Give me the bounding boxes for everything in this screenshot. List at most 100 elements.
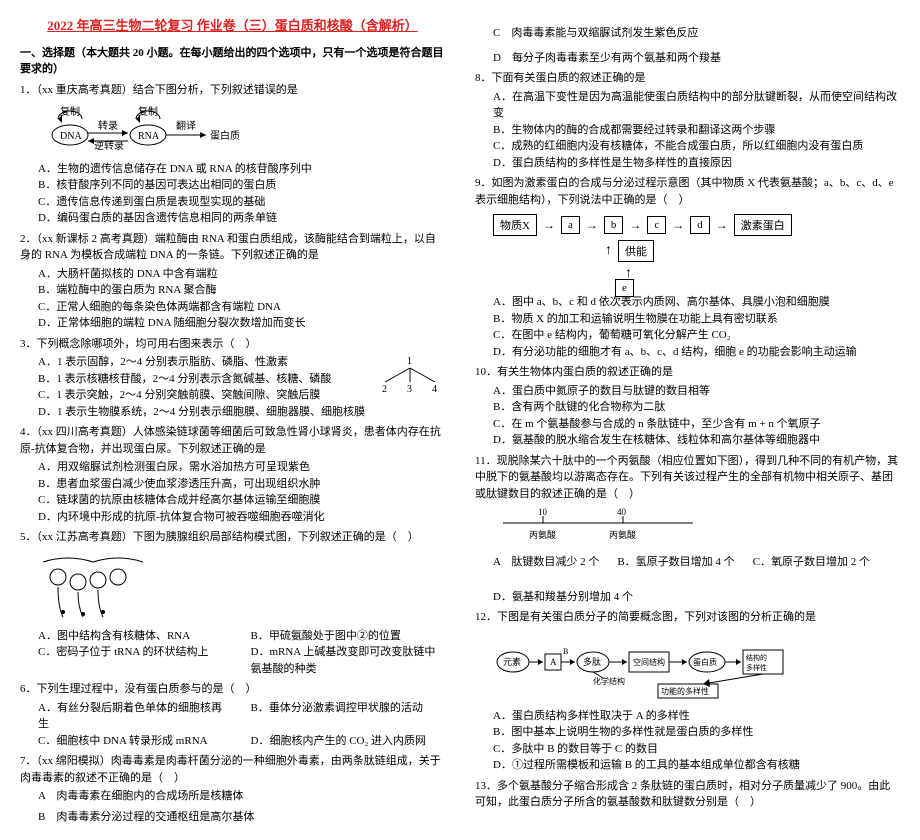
q4-stem: 4．（xx 四川高考真题）人体感染链球菌等细菌后可致急性肾小球肾炎，患者体内存在… [20, 424, 445, 457]
q3-D: D．1 表示生物膜系统，2～4 分别表示细胞膜、细胞器膜、细胞核膜 [38, 404, 375, 421]
svg-text:空间结构: 空间结构 [633, 657, 665, 667]
svg-text:4: 4 [432, 384, 437, 394]
q4-B: B．患者血浆蛋白减少使血浆渗透压升高，可出现组织水肿 [38, 476, 445, 493]
q2-A: A．大肠杆菌拟核的 DNA 中含有端粒 [38, 266, 445, 283]
svg-text:B: B [563, 647, 568, 656]
q2-B: B．端粒酶中的蛋白质为 RNA 聚合酶 [38, 282, 445, 299]
svg-text:10: 10 [538, 508, 548, 517]
svg-text:多肽: 多肽 [583, 656, 601, 667]
q9-box-d: d [690, 216, 710, 234]
q1-B: B．核苷酸序列不同的基因可表达出相同的蛋白质 [38, 177, 445, 194]
svg-text:3: 3 [407, 384, 412, 394]
q7-stem: 7．（xx 绵阳模拟）肉毒毒素是肉毒杆菌分泌的一种细胞外毒素，由两条肽链组成，关… [20, 753, 445, 786]
q9-box-gn: 供能 [618, 240, 654, 262]
svg-text:1: 1 [407, 356, 412, 367]
q12-C: C．多肽中 B 的数目等于 C 的数目 [493, 741, 900, 758]
svg-text:元素: 元素 [503, 656, 521, 667]
q5-stem: 5．（xx 江苏高考真题）下图为胰腺组织局部结构模式图，下列叙述正确的是（ ） [20, 529, 445, 546]
q11-C: C．氧原子数目增加 2 个 [753, 554, 870, 571]
q6-B: B．垂体分泌激素调控甲状腺的活动 [251, 700, 446, 733]
arrow-icon: → [586, 218, 598, 233]
svg-text:功能的多样性: 功能的多样性 [661, 686, 709, 696]
q9-diagram: 物质X → a → b → c → d → 激素蛋白 [493, 214, 900, 236]
q10-B: B．含有两个肽键的化合物称为二肽 [493, 399, 900, 416]
q1-C: C．遗传信息传递到蛋白质是表现型实现的基础 [38, 194, 445, 211]
arrow-icon: → [716, 218, 728, 233]
q9-B: B．物质 X 的加工和运输说明生物膜在功能上具有密切联系 [493, 311, 900, 328]
q9-C: C．在图中 e 结构内，葡萄糖可氧化分解产生 CO₂ [493, 327, 900, 344]
svg-text:A: A [550, 657, 557, 667]
q6-A: A．有丝分裂后期着色单体的细胞核再生 [38, 700, 233, 733]
q12-B: B．图中基本上说明生物的多样性就是蛋白质的多样性 [493, 724, 900, 741]
svg-text:结构的: 结构的 [746, 653, 767, 662]
svg-text:化学结构: 化学结构 [593, 676, 625, 686]
q11-D: D．氨基和羧基分别增加 4 个 [493, 589, 633, 606]
svg-text:RNA: RNA [138, 131, 160, 142]
svg-text:40: 40 [617, 508, 627, 517]
arrow-up-icon: ↑ [605, 243, 612, 259]
section1-head: 一、选择题（本大题共 20 小题。在每小题给出的四个选项中，只有一个选项是符合题… [20, 44, 445, 76]
q9-box-c: c [647, 216, 666, 234]
q5-diagram [38, 552, 445, 622]
q9-box-x: 物质X [493, 214, 537, 236]
q13-stem: 13．多个氨基酸分子缩合形成含 2 条肽链的蛋白质时，相对分子质量减少了 900… [475, 778, 900, 811]
q8-B: B．生物体内的酶的合成都需要经过转录和翻译这两个步骤 [493, 122, 900, 139]
q8-stem: 8．下面有关蛋白质的叙述正确的是 [475, 70, 900, 87]
q7-B: B 肉毒毒素分泌过程的交通枢纽是高尔基体 [38, 809, 445, 826]
q1-A: A．生物的遗传信息储存在 DNA 或 RNA 的核苷酸序列中 [38, 161, 445, 178]
svg-text:蛋白质: 蛋白质 [210, 129, 240, 142]
q5-B: B．甲硫氨酸处于图中②的位置 [251, 628, 446, 645]
q8-C: C．成熟的红细胞内没有核糖体，不能合成蛋白质，所以红细胞内没有蛋白质 [493, 138, 900, 155]
q7-A: A 肉毒毒素在细胞内的合成场所是核糖体 [38, 788, 445, 805]
q11-B: B．氢原子数目增加 4 个 [617, 554, 734, 571]
q1-D: D．编码蛋白质的基因含遗传信息相同的两条单链 [38, 210, 445, 227]
q10-D: D．氨基酸的脱水缩合发生在核糖体、线粒体和高尔基体等细胞器中 [493, 432, 900, 449]
q5-C: C．密码子位于 tRNA 的环状结构上 [38, 644, 233, 677]
svg-text:蛋白质: 蛋白质 [693, 657, 717, 667]
q9-D: D．有分泌功能的细胞才有 a、b、c、d 结构，细胞 e 的功能会影响主动运输 [493, 344, 900, 361]
q2-stem: 2．（xx 新课标 2 高考真题）端粒酶由 RNA 和蛋白质组成，该酶能结合到端… [20, 231, 445, 264]
q12-diagram: 元素 A B 多肽 空间结构 蛋白质 结构的 多样性 化学结构 功能的多样性 [493, 632, 900, 702]
q9-box-a: a [561, 216, 580, 234]
q11-diagram: 10 40 丙氨酸 丙氨酸 [493, 508, 900, 548]
q10-stem: 10．有关生物体内蛋白质的叙述正确的是 [475, 364, 900, 381]
q10-A: A．蛋白质中氮原子的数目与肽键的数目相等 [493, 383, 900, 400]
q7-C: C 肉毒毒素能与双缩脲试剂发生紫色反应 [493, 25, 900, 42]
q9-stem: 9．如图为激素蛋白的合成与分泌过程示意图（其中物质 X 代表氨基酸；a、b、c、… [475, 175, 900, 208]
svg-text:2: 2 [382, 384, 387, 394]
q4-D: D．内环境中形成的抗原-抗体复合物可被吞噬细胞吞噬消化 [38, 509, 445, 526]
q12-stem: 12．下图是有关蛋白质分子的简要概念图，下列对该图的分析正确的是 [475, 609, 900, 626]
svg-text:转录: 转录 [98, 119, 118, 132]
q3-C: C．1 表示突触，2～4 分别突触前膜、突触间隙、突触后膜 [38, 387, 375, 404]
svg-text:丙氨酸: 丙氨酸 [529, 529, 556, 540]
q3-B: B．1 表示核糖核苷酸，2～4 分别表示含氮碱基、核糖、磷酸 [38, 371, 375, 388]
q8-A: A．在高温下变性是因为高温能使蛋白质结构中的部分肽键断裂，从而使空间结构改变 [493, 89, 900, 122]
q8-D: D．蛋白质结构的多样性是生物多样性的直接原因 [493, 155, 900, 172]
q6-D: D．细胞核内产生的 CO₂ 进入内质网 [251, 733, 446, 750]
q3-diagram: 1 2 3 4 [375, 354, 445, 397]
q6-stem: 6．下列生理过程中，没有蛋白质参与的是（ ） [20, 681, 445, 698]
q3-stem: 3．下列概念除哪项外，均可用右图来表示（ ） [20, 336, 445, 353]
right-column: C 肉毒毒素能与双缩脲试剂发生紫色反应 D 每分子肉毒毒素至少有两个氨基和两个羧… [475, 15, 900, 825]
q12-D: D．①过程所需模板和运输 B 的工具的基本组成单位都含有核糖 [493, 757, 900, 774]
arrow-icon: → [629, 218, 641, 233]
q5-D: D．mRNA 上碱基改变即可改变肽链中氨基酸的种类 [251, 644, 446, 677]
q5-A: A．图中结构含有核糖体、RNA [38, 628, 233, 645]
q11-A: A 肽键数目减少 2 个 [493, 554, 599, 571]
q7-D: D 每分子肉毒毒素至少有两个氨基和两个羧基 [493, 50, 900, 67]
arrow-icon: → [543, 218, 555, 233]
q9-box-b: b [604, 216, 624, 234]
arrow-icon: → [672, 218, 684, 233]
q9-box-out: 激素蛋白 [734, 214, 792, 236]
q2-D: D．正常体细胞的端粒 DNA 随细胞分裂次数增加而变长 [38, 315, 445, 332]
q10-C: C．在 m 个氨基酸参与合成的 n 条肽链中，至少含有 m + n 个氧原子 [493, 416, 900, 433]
q1-diagram: 复制 DNA 转录 逆转录 复制 RNA 翻译 蛋白质 [38, 105, 445, 155]
q2-C: C．正常人细胞的每条染色体两端都含有端粒 DNA [38, 299, 445, 316]
q12-A: A．蛋白质结构多样性取决于 A 的多样性 [493, 708, 900, 725]
svg-text:翻译: 翻译 [176, 120, 196, 132]
q11-stem: 11．现脱除某六十肽中的一个丙氨酸（相应位置如下图），得到几种不同的有机产物，其… [475, 453, 900, 503]
q1-stem: 1．（xx 重庆高考真题）结合下图分析，下列叙述错误的是 [20, 82, 445, 99]
q3-A: A．1 表示固醇，2～4 分别表示脂肪、磷脂、性激素 [38, 354, 375, 371]
left-column: 2022 年高三生物二轮复习 作业卷（三）蛋白质和核酸（含解析） 一、选择题（本… [20, 15, 445, 825]
q4-C: C．链球菌的抗原由核糖体合成并经高尔基体运输至细胞膜 [38, 492, 445, 509]
